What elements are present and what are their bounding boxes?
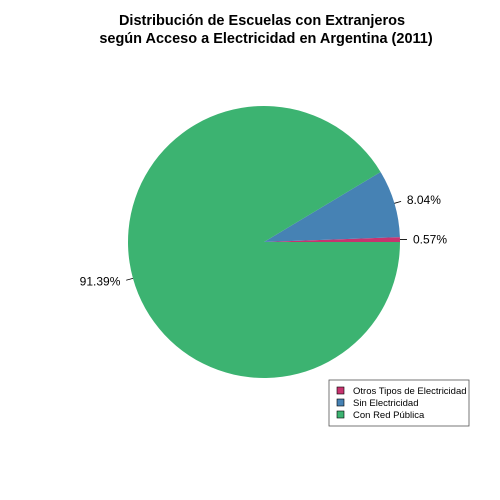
pie-slice-2	[127, 105, 400, 378]
legend-swatch-2	[336, 410, 345, 419]
slice-label-0: 0.57%	[413, 232, 447, 246]
chart-title: Distribución de Escuelas con Extranjeros…	[99, 13, 433, 47]
chart-title-line-2: según Acceso a Electricidad en Argentina…	[99, 31, 433, 47]
slice-label-leader-2	[126, 277, 134, 281]
legend-swatch-0	[336, 386, 345, 395]
legend-swatch-1	[336, 398, 345, 407]
legend-box	[328, 379, 470, 427]
pie-slice-0	[264, 237, 400, 242]
pie-slices	[127, 105, 400, 378]
legend-label-2: Con Red Pública	[353, 410, 425, 421]
slice-label-2: 91.39%	[80, 275, 121, 289]
legend-label-1: Sin Electricidad	[353, 398, 418, 409]
pie-slice-1	[264, 171, 400, 242]
slice-labels: 0.57% 8.04% 91.39%	[80, 193, 448, 289]
legend-label-0: Otros Tipos de Electricidad	[353, 386, 467, 397]
slice-label-leader-1	[394, 200, 402, 204]
chart-title-line-1: Distribución de Escuelas con Extranjeros	[119, 13, 405, 29]
slice-label-1: 8.04%	[407, 193, 441, 207]
